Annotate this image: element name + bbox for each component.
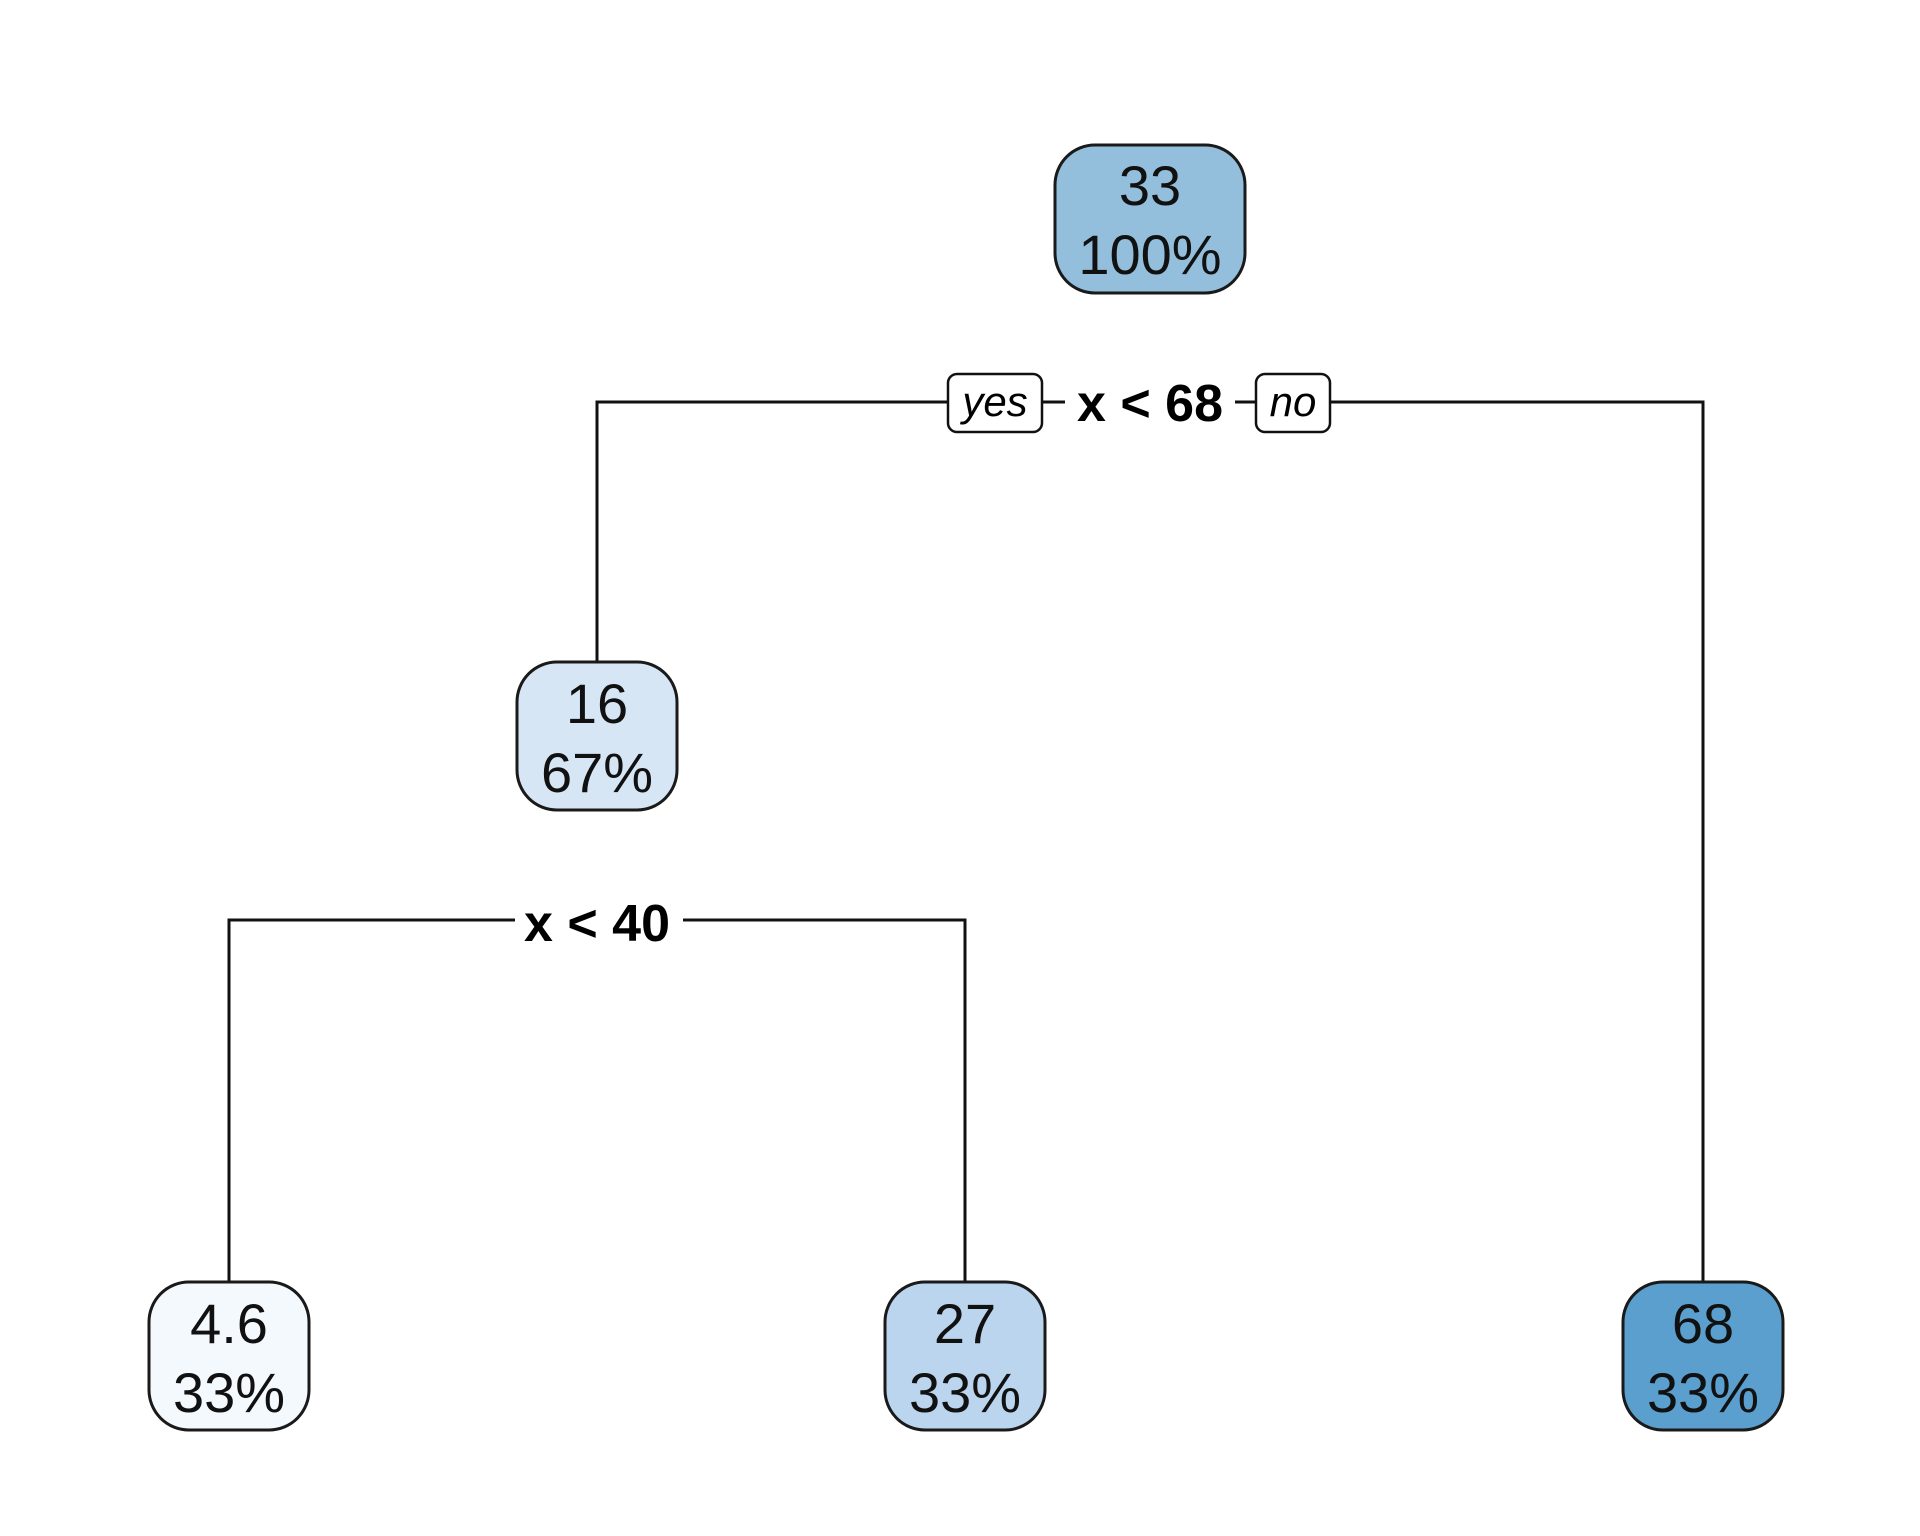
branch-left-yes <box>227 918 515 1282</box>
yes-tag-label: yes <box>959 378 1027 425</box>
node-leaf-a-box <box>147 1280 311 1432</box>
node-right-box <box>1621 1280 1785 1432</box>
node-root: 33 100% <box>1053 143 1247 295</box>
node-root-value: 33 <box>1119 154 1181 217</box>
root-split-label: x < 68 <box>1077 375 1223 433</box>
node-right-percent: 33% <box>1647 1361 1759 1424</box>
branches <box>227 400 1705 1282</box>
left-split-label: x < 40 <box>524 895 670 953</box>
node-root-box <box>1053 143 1247 295</box>
node-leaf-a-percent: 33% <box>173 1361 285 1424</box>
root-split: yes x < 68 no <box>946 372 1332 434</box>
node-left: 16 67% <box>515 660 679 812</box>
node-left-value: 16 <box>566 672 628 735</box>
node-leaf-a: 4.6 33% <box>147 1280 311 1432</box>
node-leaf-b-value: 27 <box>934 1292 996 1355</box>
node-left-box <box>515 660 679 812</box>
node-leaf-b: 27 33% <box>883 1280 1047 1432</box>
branch-left-no <box>683 918 967 1282</box>
node-leaf-b-box <box>883 1280 1047 1432</box>
node-root-percent: 100% <box>1078 223 1221 286</box>
branch-root-no <box>1330 400 1705 1282</box>
node-leaf-a-value: 4.6 <box>190 1292 268 1355</box>
no-tag-label: no <box>1270 378 1317 425</box>
branch-root-yes <box>595 400 955 662</box>
yes-tag-box <box>946 372 1044 434</box>
node-left-percent: 67% <box>541 741 653 804</box>
node-leaf-b-percent: 33% <box>909 1361 1021 1424</box>
no-tag-box <box>1254 372 1332 434</box>
node-right: 68 33% <box>1621 1280 1785 1432</box>
node-right-value: 68 <box>1672 1292 1734 1355</box>
